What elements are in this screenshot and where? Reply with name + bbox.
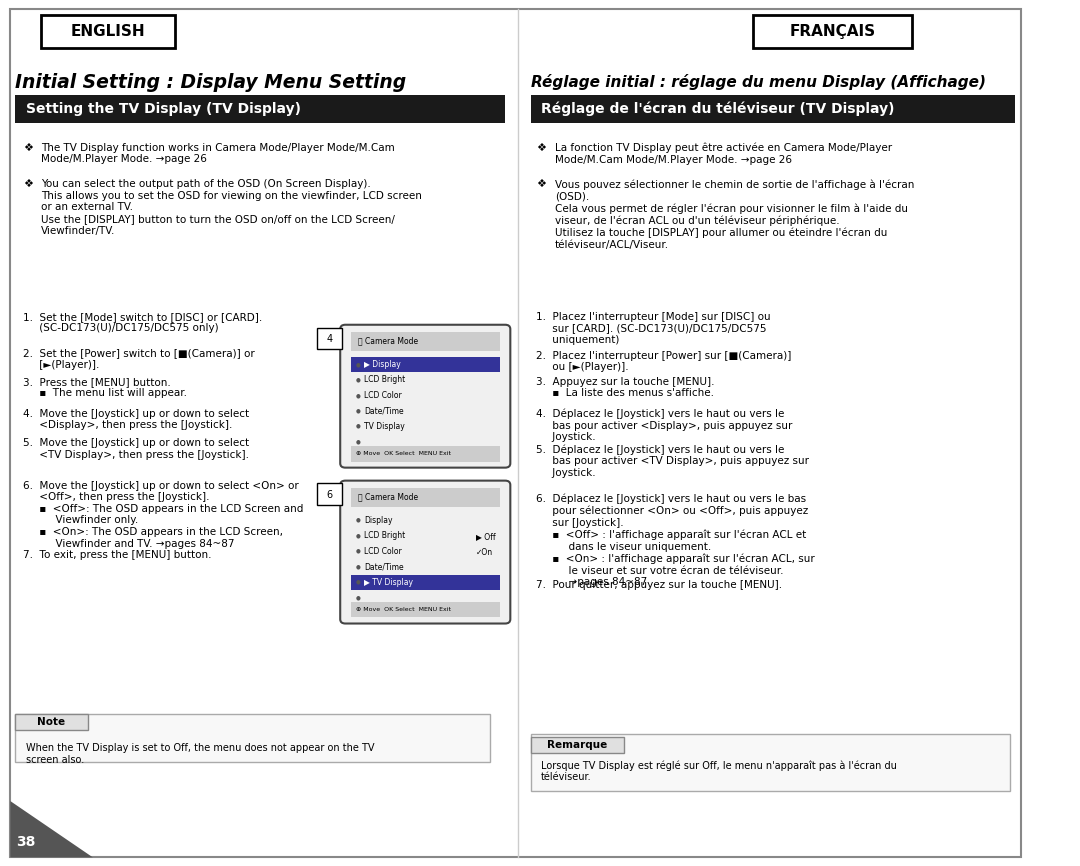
- Text: ❖: ❖: [23, 143, 32, 153]
- Text: 1.  Set the [Mode] switch to [DISC] or [CARD].
     (SC-DC173(U)/DC175/DC575 onl: 1. Set the [Mode] switch to [DISC] or [C…: [23, 312, 262, 333]
- Bar: [15, 714, 87, 730]
- Text: ❖: ❖: [536, 179, 546, 190]
- Text: 1.  Placez l'interrupteur [Mode] sur [DISC] ou
     sur [CARD]. (SC-DC173(U)/DC1: 1. Placez l'interrupteur [Mode] sur [DIS…: [536, 312, 771, 345]
- Text: 4: 4: [327, 333, 333, 344]
- Text: ✓On: ✓On: [476, 548, 494, 557]
- Text: Initial Setting : Display Menu Setting: Initial Setting : Display Menu Setting: [15, 73, 406, 92]
- Bar: [15, 95, 505, 123]
- Text: ●: ●: [355, 595, 361, 600]
- Text: ⊕ Move  OK Select  MENU Exit: ⊕ Move OK Select MENU Exit: [355, 607, 450, 612]
- Text: FRANÇAIS: FRANÇAIS: [789, 23, 876, 39]
- Text: 📷 Camera Mode: 📷 Camera Mode: [357, 493, 418, 501]
- Text: LCD Color: LCD Color: [364, 391, 402, 400]
- Text: ●: ●: [355, 533, 361, 539]
- Text: When the TV Display is set to Off, the menu does not appear on the TV
screen als: When the TV Display is set to Off, the m…: [26, 743, 375, 765]
- Bar: [531, 734, 1010, 791]
- Text: 4.  Move the [Joystick] up or down to select
     <Display>, then press the [Joy: 4. Move the [Joystick] up or down to sel…: [23, 409, 248, 430]
- Text: ▶ Off: ▶ Off: [476, 533, 496, 541]
- Text: ▶ Display: ▶ Display: [364, 360, 401, 369]
- Text: ●: ●: [355, 439, 361, 444]
- Text: The TV Display function works in Camera Mode/Player Mode/M.Cam
Mode/M.Player Mod: The TV Display function works in Camera …: [41, 143, 395, 165]
- Text: You can select the output path of the OSD (On Screen Display).
This allows you t: You can select the output path of the OS…: [41, 179, 422, 236]
- Bar: [41, 15, 175, 48]
- Text: ●: ●: [355, 362, 361, 367]
- FancyBboxPatch shape: [340, 481, 511, 624]
- Bar: [351, 446, 500, 462]
- Text: 38: 38: [16, 835, 36, 849]
- Text: LCD Bright: LCD Bright: [364, 532, 405, 540]
- Text: ●: ●: [355, 579, 361, 585]
- FancyBboxPatch shape: [340, 325, 511, 468]
- Bar: [351, 574, 500, 590]
- Text: 3.  Press the [MENU] button.
     ▪  The menu list will appear.: 3. Press the [MENU] button. ▪ The menu l…: [23, 377, 187, 398]
- Text: LCD Bright: LCD Bright: [364, 376, 405, 385]
- Text: Remarque: Remarque: [548, 740, 607, 750]
- Text: 5.  Move the [Joystick] up or down to select
     <TV Display>, then press the [: 5. Move the [Joystick] up or down to sel…: [23, 438, 248, 460]
- Text: Réglage de l'écran du téléviseur (TV Display): Réglage de l'écran du téléviseur (TV Dis…: [541, 102, 894, 116]
- Text: ⊕ Move  OK Select  MENU Exit: ⊕ Move OK Select MENU Exit: [355, 451, 450, 456]
- Text: LCD Color: LCD Color: [364, 546, 402, 556]
- Bar: [531, 95, 1015, 123]
- Text: 📷 Camera Mode: 📷 Camera Mode: [357, 337, 418, 346]
- Text: Lorsque TV Display est réglé sur Off, le menu n'apparaît pas à l'écran du
télévi: Lorsque TV Display est réglé sur Off, le…: [541, 760, 897, 783]
- Text: 3.  Appuyez sur la touche [MENU].
     ▪  La liste des menus s'affiche.: 3. Appuyez sur la touche [MENU]. ▪ La li…: [536, 377, 715, 398]
- Bar: [316, 327, 342, 349]
- Text: ●: ●: [355, 518, 361, 523]
- Text: 6: 6: [327, 489, 333, 500]
- Text: ●: ●: [355, 565, 361, 569]
- Text: Date/Time: Date/Time: [364, 406, 404, 416]
- Text: Display: Display: [364, 516, 392, 525]
- Text: 2.  Set the [Power] switch to [■(Camera)] or
     [►(Player)].: 2. Set the [Power] switch to [■(Camera)]…: [23, 348, 255, 370]
- Text: Note: Note: [38, 717, 66, 727]
- Text: ●: ●: [355, 409, 361, 413]
- Text: 2.  Placez l'interrupteur [Power] sur [■(Camera)]
     ou [►(Player)].: 2. Placez l'interrupteur [Power] sur [■(…: [536, 351, 792, 372]
- Text: ▶ TV Display: ▶ TV Display: [364, 578, 413, 587]
- Bar: [351, 488, 500, 507]
- Text: 5.  Déplacez le [Joystick] vers le haut ou vers le
     bas pour activer <TV Dis: 5. Déplacez le [Joystick] vers le haut o…: [536, 444, 809, 478]
- Text: Vous pouvez sélectionner le chemin de sortie de l'affichage à l'écran
(OSD).
Cel: Vous pouvez sélectionner le chemin de so…: [555, 179, 914, 249]
- Text: ●: ●: [355, 549, 361, 554]
- Text: 7.  Pour quitter, appuyez sur la touche [MENU].: 7. Pour quitter, appuyez sur la touche […: [536, 580, 782, 591]
- Bar: [351, 357, 500, 372]
- Text: TV Display: TV Display: [364, 422, 405, 431]
- Bar: [316, 483, 342, 505]
- Text: Setting the TV Display (TV Display): Setting the TV Display (TV Display): [26, 102, 300, 116]
- Text: 6.  Déplacez le [Joystick] vers le haut ou vers le bas
     pour sélectionner <O: 6. Déplacez le [Joystick] vers le haut o…: [536, 494, 814, 587]
- Text: ●: ●: [355, 378, 361, 383]
- Text: 4.  Déplacez le [Joystick] vers le haut ou vers le
     bas pour activer <Displa: 4. Déplacez le [Joystick] vers le haut o…: [536, 409, 793, 443]
- Text: Date/Time: Date/Time: [364, 562, 404, 572]
- Text: 6.  Move the [Joystick] up or down to select <On> or
     <Off>, then press the : 6. Move the [Joystick] up or down to sel…: [23, 481, 303, 549]
- Text: La fonction TV Display peut être activée en Camera Mode/Player
Mode/M.Cam Mode/M: La fonction TV Display peut être activée…: [555, 143, 892, 165]
- Text: ❖: ❖: [536, 143, 546, 153]
- Text: ●: ●: [355, 393, 361, 398]
- Bar: [351, 332, 500, 351]
- Bar: [753, 15, 913, 48]
- Text: ●: ●: [355, 423, 361, 429]
- Text: ❖: ❖: [23, 179, 32, 190]
- Text: Réglage initial : réglage du menu Display (Affichage): Réglage initial : réglage du menu Displa…: [531, 74, 986, 90]
- Text: ENGLISH: ENGLISH: [71, 23, 146, 39]
- Text: 7.  To exit, press the [MENU] button.: 7. To exit, press the [MENU] button.: [23, 550, 212, 560]
- Bar: [15, 714, 489, 762]
- Bar: [531, 737, 624, 753]
- Bar: [351, 602, 500, 617]
- Polygon shape: [11, 801, 93, 857]
